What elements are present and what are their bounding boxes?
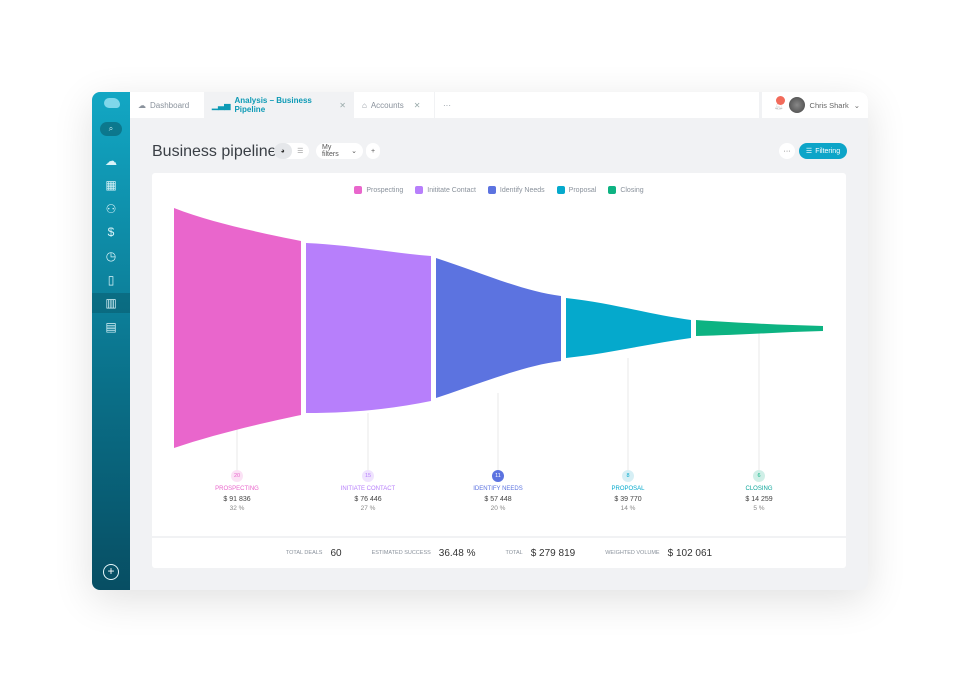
app-window: ⌕ ☁ ▦ ⚇ $ ◷ ▯ ▥ ▤ + ☁ Dashboard ▁▃▅ Analys…	[92, 92, 868, 590]
user-menu[interactable]: 🔔︎ Chris Shark ⌄	[762, 92, 868, 118]
total-value: $ 279 819	[530, 547, 576, 559]
pipeline-card: Prospecting Inititate Contact Identify N…	[152, 173, 846, 568]
stage-percent: 5 %	[753, 505, 765, 512]
stage-name: IDENTIFY NEEDS	[473, 486, 523, 492]
add-icon[interactable]: +	[103, 564, 119, 580]
tab-analysis[interactable]: ▁▃▅ Analysis – Business Pipeline ✕	[204, 92, 354, 118]
chart-icon[interactable]: ▥	[92, 293, 130, 313]
stage-count: 20	[231, 470, 243, 482]
legend-label: Closing	[620, 186, 644, 194]
success-value: 36.48 %	[438, 547, 476, 559]
legend-label: Prospecting	[366, 186, 404, 194]
stage-value: $ 14 259	[745, 496, 773, 503]
stage-proposal: 8 PROPOSAL $ 39 770 14 %	[568, 470, 688, 512]
filtering-button[interactable]: ☰ Filtering	[799, 143, 847, 159]
filter-icon: ☰	[805, 148, 813, 155]
tab-label: Dashboard	[150, 100, 190, 110]
stage-percent: 27 %	[360, 505, 376, 512]
contacts-icon[interactable]: ⚇	[105, 202, 117, 216]
calendar-icon[interactable]: ▦	[105, 178, 117, 192]
close-icon[interactable]: ✕	[339, 100, 346, 110]
bell-icon[interactable]: 🔔︎	[774, 100, 784, 110]
close-icon[interactable]: ✕	[413, 100, 421, 110]
stage-percent: 32 %	[229, 505, 245, 512]
total-label: TOTAL	[505, 550, 523, 556]
legend-item[interactable]: Identify Needs	[487, 186, 545, 194]
chart-view-icon[interactable]: ◕	[274, 143, 292, 159]
stage-count: 15	[362, 470, 374, 482]
home-icon: ⌂	[362, 100, 367, 110]
funnel-segment-identify-needs[interactable]	[436, 258, 561, 398]
legend-item[interactable]: Proposal	[556, 186, 597, 194]
my-filters-dropdown[interactable]: My filters ⌄	[316, 143, 363, 159]
stage-identify-needs: 11 IDENTIFY NEEDS $ 57 448 20 %	[438, 470, 558, 512]
stage-count: 8	[622, 470, 634, 482]
view-toggle[interactable]: ◕ ☰	[274, 143, 309, 159]
dollar-icon[interactable]: $	[107, 225, 115, 239]
tab-label: Accounts	[370, 100, 404, 110]
avatar	[788, 97, 805, 113]
notification-badge	[776, 96, 785, 105]
stage-percent: 20 %	[490, 505, 506, 512]
stage-count: 6	[753, 470, 765, 482]
logo	[104, 98, 120, 108]
legend-label: Proposal	[568, 186, 597, 194]
cloud-icon[interactable]: ☁	[105, 154, 117, 168]
legend-item[interactable]: Closing	[608, 186, 644, 194]
funnel-segment-initiate-contact[interactable]	[306, 243, 431, 413]
stage-percent: 14 %	[620, 505, 636, 512]
stage-value: $ 57 448	[484, 496, 512, 503]
stage-value: $ 76 446	[354, 496, 382, 503]
page-title: Business pipeline	[152, 143, 277, 160]
stage-value: $ 39 770	[614, 496, 642, 503]
stage-initiate-contact: 15 INITIATE CONTACT $ 76 446 27 %	[308, 470, 428, 512]
more-options-button[interactable]: ···	[779, 143, 795, 159]
stage-name: PROPOSAL	[611, 486, 645, 492]
sidebar: ⌕ ☁ ▦ ⚇ $ ◷ ▯ ▥ ▤ +	[92, 92, 130, 590]
legend-item[interactable]: Inititate Contact	[415, 186, 476, 194]
tab-accounts[interactable]: ⌂ Accounts ✕	[354, 92, 434, 118]
stage-prospecting: 20 PROSPECTING $ 91 836 32 %	[177, 470, 297, 512]
weighted-value: $ 102 061	[667, 547, 713, 559]
legend-item[interactable]: Prospecting	[354, 186, 403, 194]
funnel-segment-prospecting[interactable]	[174, 208, 301, 448]
stage-value: $ 91 836	[223, 496, 251, 503]
bar-chart-icon: ▁▃▅	[212, 100, 231, 110]
list-view-icon[interactable]: ☰	[297, 148, 304, 155]
more-tabs-button[interactable]: ···	[435, 92, 759, 118]
legend-label: Inititate Contact	[427, 186, 476, 194]
report-icon[interactable]: ▤	[105, 320, 117, 334]
stage-name: INITIATE CONTACT	[340, 486, 396, 492]
funnel-segment-proposal[interactable]	[566, 298, 691, 358]
stage-name: PROSPECTING	[215, 486, 259, 492]
cloud-icon: ☁	[138, 100, 146, 110]
clock-icon[interactable]: ◷	[105, 249, 117, 263]
stage-count: 11	[492, 470, 504, 482]
tab-label: Analysis – Business Pipeline	[234, 96, 312, 114]
total-deals-value: 60	[330, 547, 342, 559]
funnel-segment-closing[interactable]	[696, 320, 823, 336]
weighted-label: WEIGHTED VOLUME	[605, 550, 660, 556]
add-filter-button[interactable]: +	[366, 143, 380, 159]
legend: Prospecting Inititate Contact Identify N…	[152, 186, 846, 194]
tab-dashboard[interactable]: ☁ Dashboard	[130, 92, 204, 118]
funnel-chart	[174, 208, 823, 470]
filters-label: My filters	[322, 144, 339, 158]
summary-footer: TOTAL DEALS 60 ESTIMATED SUCCESS 36.48 % T…	[152, 536, 846, 568]
stage-name: CLOSING	[745, 486, 773, 492]
document-icon[interactable]: ▯	[107, 273, 115, 287]
tab-bar: ☁ Dashboard ▁▃▅ Analysis – Business Pipeli…	[130, 92, 868, 118]
stage-closing: 6 CLOSING $ 14 259 5 %	[699, 470, 819, 512]
filtering-label: Filtering	[815, 147, 841, 155]
chevron-down-icon: ⌄	[853, 100, 861, 110]
success-label: ESTIMATED SUCCESS	[371, 550, 431, 556]
legend-label: Identify Needs	[499, 186, 545, 194]
user-name: Chris Shark	[809, 100, 849, 110]
total-deals-label: TOTAL DEALS	[285, 550, 323, 556]
more-label: ···	[443, 100, 451, 110]
search-button[interactable]: ⌕	[100, 122, 122, 136]
